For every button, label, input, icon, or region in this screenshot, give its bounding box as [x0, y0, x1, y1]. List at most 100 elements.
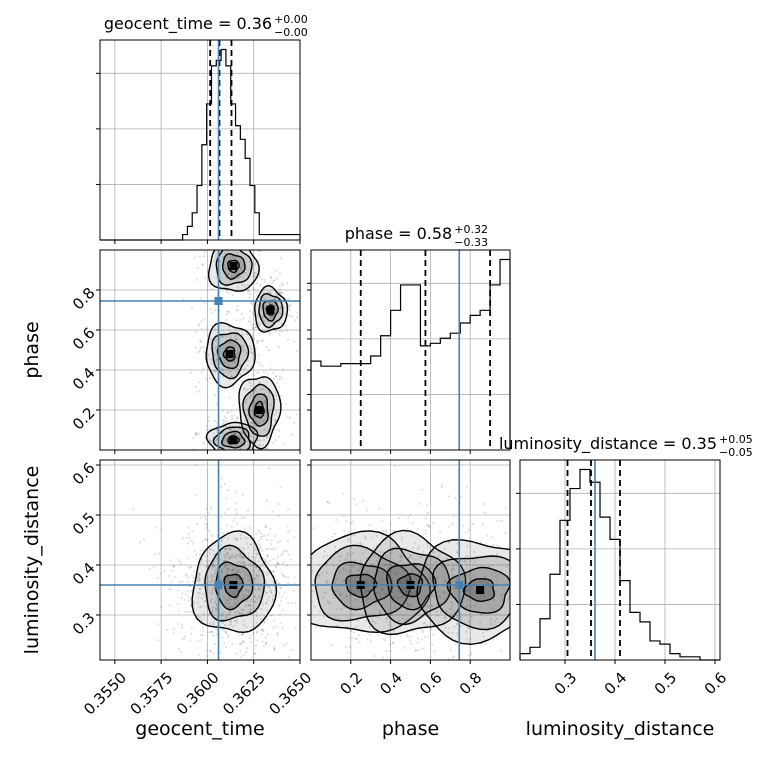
scatter-point-geocent_time-luminosity_distance-159: [199, 549, 202, 552]
scatter-point-geocent_time-phase-368: [263, 439, 266, 442]
scatter-point-geocent_time-phase-176: [245, 398, 248, 401]
scatter-point-geocent_time-luminosity_distance-446: [266, 598, 269, 602]
scatter-point-geocent_time-luminosity_distance-145: [225, 524, 228, 527]
scatter-point-geocent_time-phase-85: [202, 367, 205, 370]
scatter-point-geocent_time-luminosity_distance-299: [225, 548, 228, 551]
scatter-point-geocent_time-phase-97: [235, 308, 238, 312]
scatter-point-phase-luminosity_distance-70: [425, 517, 428, 520]
scatter-point-phase-luminosity_distance-842: [373, 655, 376, 658]
scatter-point-geocent_time-phase-674: [243, 388, 246, 391]
scatter-point-geocent_time-phase-860: [202, 255, 205, 258]
scatter-point-geocent_time-phase-172: [223, 415, 226, 418]
scatter-point-geocent_time-phase-200: [261, 317, 264, 320]
scatter-point-geocent_time-luminosity_distance-674: [262, 644, 265, 648]
scatter-point-geocent_time-phase-29: [227, 341, 230, 344]
scatter-point-geocent_time-luminosity_distance-623: [232, 555, 235, 558]
density-peak-geocent_time-phase-1: [266, 306, 275, 314]
scatter-point-phase-luminosity_distance-160: [456, 632, 459, 635]
scatter-point-geocent_time-phase-126: [253, 430, 256, 433]
scatter-point-phase-luminosity_distance-878: [425, 609, 428, 612]
scatter-point-geocent_time-phase-245: [201, 263, 204, 266]
scatter-point-phase-luminosity_distance-741: [338, 592, 341, 595]
scatter-point-phase-luminosity_distance-699: [491, 573, 494, 576]
scatter-point-geocent_time-luminosity_distance-461: [202, 613, 205, 616]
density-geocent_time-phase: [181, 250, 299, 450]
scatter-point-geocent_time-luminosity_distance-835: [214, 571, 217, 575]
scatter-point-geocent_time-phase-131: [236, 352, 239, 355]
scatter-point-geocent_time-phase-164: [258, 381, 261, 384]
scatter-point-geocent_time-luminosity_distance-44: [249, 611, 252, 614]
scatter-point-phase-luminosity_distance-114: [375, 591, 378, 595]
scatter-point-geocent_time-luminosity_distance-857: [266, 618, 269, 621]
scatter-point-geocent_time-phase-661: [263, 320, 266, 323]
scatter-point-geocent_time-phase-370: [221, 329, 224, 332]
scatter-point-geocent_time-phase-440: [266, 435, 269, 438]
scatter-point-geocent_time-luminosity_distance-213: [257, 553, 260, 556]
scatter-point-geocent_time-phase-855: [181, 298, 185, 301]
density-peak-geocent_time-phase-4: [229, 436, 238, 444]
scatter-point-geocent_time-phase-630: [278, 429, 281, 432]
scatter-point-geocent_time-phase-498: [281, 330, 284, 333]
scatter-point-geocent_time-luminosity_distance-694: [203, 599, 206, 603]
scatter-point-phase-luminosity_distance-137: [390, 624, 393, 627]
scatter-point-geocent_time-luminosity_distance-675: [255, 552, 258, 555]
scatter-point-geocent_time-phase-545: [221, 445, 224, 448]
scatter-point-phase-luminosity_distance-857: [409, 635, 412, 638]
scatter-point-geocent_time-luminosity_distance-734: [287, 576, 290, 579]
scatter-point-geocent_time-luminosity_distance-376: [228, 555, 231, 558]
scatter-point-geocent_time-phase-30: [205, 428, 208, 431]
scatter-point-phase-luminosity_distance-863: [326, 500, 329, 503]
scatter-point-geocent_time-luminosity_distance-897: [260, 608, 263, 611]
scatter-point-phase-luminosity_distance-190: [479, 621, 482, 624]
scatter-point-geocent_time-phase-463: [240, 345, 243, 348]
scatter-point-phase-luminosity_distance-119: [464, 531, 467, 534]
scatter-point-geocent_time-phase-705: [272, 442, 275, 445]
scatter-point-phase-luminosity_distance-892: [456, 622, 459, 625]
density-peak-geocent_time-phase-2: [225, 350, 234, 358]
scatter-point-geocent_time-phase-274: [263, 428, 266, 431]
scatter-point-geocent_time-luminosity_distance-56: [270, 591, 273, 594]
scatter-point-geocent_time-luminosity_distance-266: [233, 624, 237, 627]
scatter-point-geocent_time-luminosity_distance-453: [264, 641, 268, 645]
scatter-point-phase-luminosity_distance-186: [365, 582, 368, 585]
scatter-point-geocent_time-phase-763: [271, 282, 274, 285]
scatter-point-phase-luminosity_distance-596: [460, 615, 463, 618]
scatter-point-phase-luminosity_distance-43: [364, 548, 367, 551]
scatter-point-geocent_time-luminosity_distance-24: [249, 543, 252, 546]
scatter-point-phase-luminosity_distance-494: [407, 597, 410, 600]
scatter-point-phase-luminosity_distance-191: [348, 645, 351, 649]
scatter-point-phase-luminosity_distance-237: [334, 545, 337, 549]
scatter-point-geocent_time-luminosity_distance-757: [271, 510, 274, 513]
scatter-point-phase-luminosity_distance-718: [392, 595, 395, 598]
scatter-point-geocent_time-luminosity_distance-157: [220, 477, 223, 480]
scatter-point-geocent_time-phase-614: [281, 376, 284, 380]
scatter-point-geocent_time-phase-617: [281, 283, 284, 286]
scatter-point-geocent_time-luminosity_distance-669: [254, 580, 257, 584]
scatter-point-geocent_time-luminosity_distance-187: [226, 576, 229, 579]
scatter-point-geocent_time-phase-311: [269, 301, 272, 304]
scatter-point-phase-luminosity_distance-808: [504, 507, 507, 510]
scatter-point-geocent_time-phase-611: [285, 324, 288, 327]
scatter-point-geocent_time-phase-720: [213, 419, 216, 422]
scatter-point-geocent_time-luminosity_distance-826: [250, 598, 253, 601]
scatter-point-phase-luminosity_distance-310: [398, 582, 401, 585]
scatter-point-geocent_time-luminosity_distance-57: [273, 648, 276, 651]
scatter-point-phase-luminosity_distance-324: [368, 625, 371, 629]
scatter-point-phase-luminosity_distance-103: [482, 635, 485, 638]
scatter-point-geocent_time-phase-339: [210, 360, 213, 363]
scatter-point-geocent_time-luminosity_distance-772: [192, 603, 195, 606]
scatter-point-geocent_time-luminosity_distance-470: [200, 597, 203, 600]
scatter-point-phase-luminosity_distance-198: [362, 499, 365, 502]
scatter-point-geocent_time-luminosity_distance-214: [293, 576, 296, 579]
scatter-point-geocent_time-phase-288: [211, 369, 214, 372]
scatter-point-geocent_time-luminosity_distance-488: [258, 574, 261, 578]
scatter-point-geocent_time-luminosity_distance-585: [216, 633, 219, 636]
scatter-point-phase-luminosity_distance-89: [451, 632, 454, 635]
scatter-point-geocent_time-luminosity_distance-146: [238, 595, 241, 598]
scatter-point-geocent_time-luminosity_distance-605: [180, 596, 183, 600]
scatter-point-geocent_time-luminosity_distance-781: [242, 546, 245, 549]
scatter-point-geocent_time-luminosity_distance-322: [245, 647, 248, 650]
scatter-point-geocent_time-phase-444: [225, 289, 228, 292]
scatter-point-geocent_time-phase-563: [198, 390, 201, 393]
scatter-point-phase-luminosity_distance-271: [322, 555, 325, 558]
